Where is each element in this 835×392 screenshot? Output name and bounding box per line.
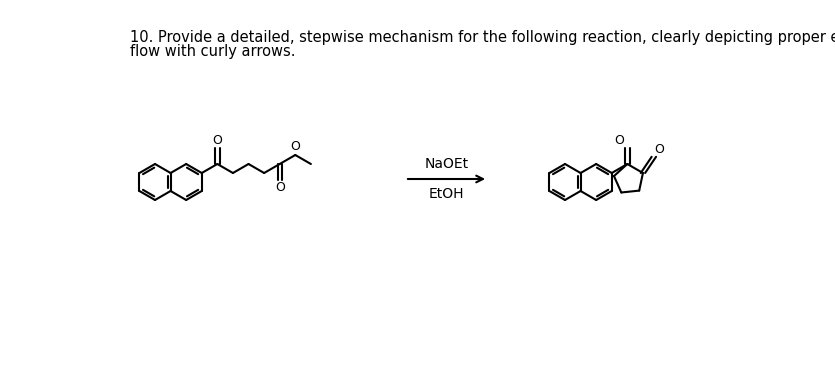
Text: O: O: [615, 134, 625, 147]
Text: O: O: [212, 134, 222, 147]
Text: 10. Provide a detailed, stepwise mechanism for the following reaction, clearly d: 10. Provide a detailed, stepwise mechani…: [130, 30, 835, 45]
Text: O: O: [654, 143, 664, 156]
Text: O: O: [291, 140, 301, 153]
Text: NaOEt: NaOEt: [424, 157, 468, 171]
Text: EtOH: EtOH: [428, 187, 464, 201]
Text: O: O: [275, 181, 285, 194]
Text: flow with curly arrows.: flow with curly arrows.: [130, 44, 296, 59]
